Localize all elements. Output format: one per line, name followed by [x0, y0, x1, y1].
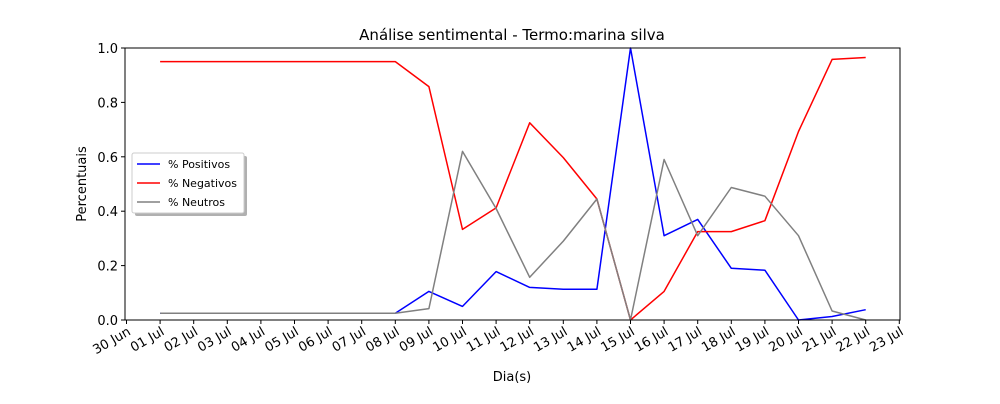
- x-tick-label: 18 Jul: [699, 324, 738, 355]
- series-line-1: [160, 56, 866, 321]
- y-tick-label: 1.0: [97, 42, 118, 57]
- x-tick-label: 13 Jul: [531, 324, 570, 355]
- axes-frame: [124, 47, 901, 321]
- y-tick-label: 0.8: [97, 96, 118, 111]
- x-tick-label: 11 Jul: [464, 324, 503, 355]
- x-tick-label: 30 Jun: [90, 324, 133, 357]
- x-tick-label: 03 Jul: [195, 324, 234, 355]
- x-tick-label: 12 Jul: [498, 324, 537, 355]
- y-tick-label: 0.6: [97, 151, 118, 166]
- x-tick-label: 07 Jul: [330, 324, 369, 355]
- x-tick-label: 19 Jul: [733, 324, 772, 355]
- series-line-0: [160, 47, 866, 321]
- y-axis: 0.0 0.2 0.4 0.6 0.8 1.0: [97, 42, 125, 329]
- y-tick-label: 0.0: [97, 314, 118, 329]
- x-tick-label: 17 Jul: [666, 324, 705, 355]
- series-line-2: [160, 150, 866, 321]
- legend-label: % Negativos: [168, 177, 237, 190]
- x-tick-label: 21 Jul: [800, 324, 839, 355]
- x-tick-label: 02 Jul: [162, 324, 201, 355]
- x-tick-label: 20 Jul: [767, 324, 806, 355]
- x-tick-label: 10 Jul: [431, 324, 470, 355]
- x-tick-label: 23 Jul: [867, 324, 906, 355]
- legend-label: % Neutros: [168, 196, 225, 209]
- chart-title: Análise sentimental - Termo:marina silva: [359, 26, 665, 44]
- x-axis-label: Dia(s): [493, 370, 532, 385]
- y-axis-label: Percentuais: [75, 146, 90, 222]
- x-tick-label: 08 Jul: [363, 324, 402, 355]
- x-tick-label: 01 Jul: [128, 324, 167, 355]
- y-tick-label: 0.2: [97, 260, 118, 275]
- x-tick-label: 14 Jul: [565, 324, 604, 355]
- legend: % Positivos % Negativos % Neutros: [131, 152, 247, 216]
- y-tick-label: 0.4: [97, 205, 118, 220]
- legend-box: [131, 152, 245, 214]
- x-tick-label: 09 Jul: [397, 324, 436, 355]
- x-tick-label: 05 Jul: [263, 324, 302, 355]
- x-tick-label: 04 Jul: [229, 324, 268, 355]
- x-tick-label: 15 Jul: [599, 324, 638, 355]
- chart-marks: [160, 47, 866, 321]
- x-tick-label: 22 Jul: [834, 324, 873, 355]
- x-tick-label: 06 Jul: [296, 324, 335, 355]
- legend-label: % Positivos: [168, 158, 230, 171]
- x-tick-label: 16 Jul: [632, 324, 671, 355]
